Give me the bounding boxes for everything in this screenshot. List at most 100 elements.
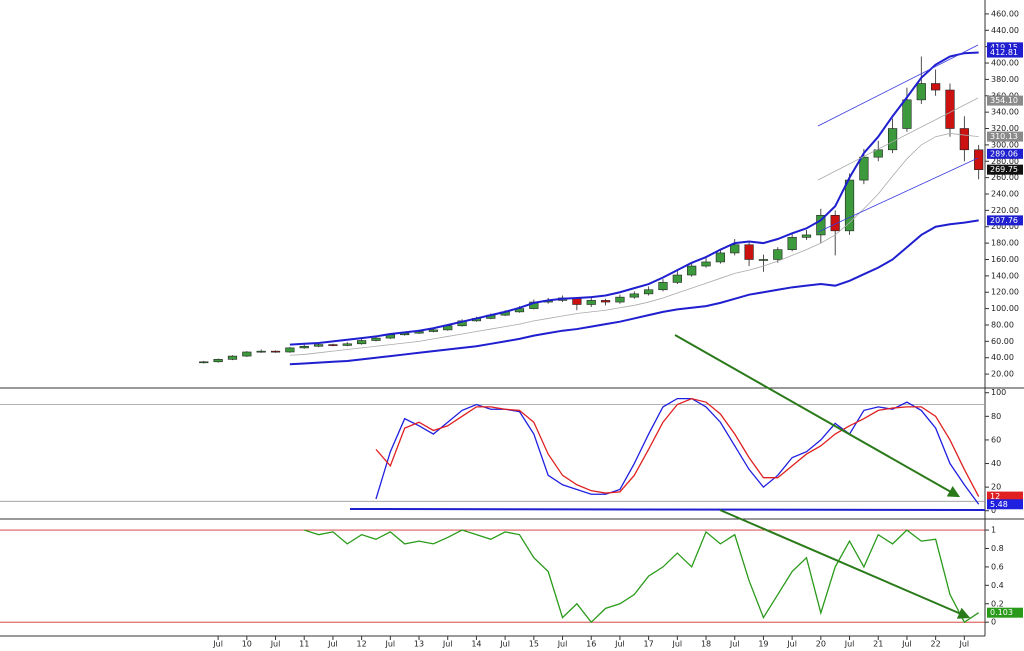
y-tick-label: 440.00 — [991, 26, 1019, 35]
y-tick-label: 160.00 — [991, 255, 1019, 264]
x-tick-label: Jul — [844, 640, 855, 649]
value-tag-label: 5.48 — [990, 500, 1008, 509]
x-tick-label: 10 — [242, 640, 252, 649]
x-tick-label: Jul — [959, 640, 970, 649]
x-tick-label: 16 — [586, 640, 596, 649]
candle-body — [945, 89, 955, 129]
candle-body — [715, 252, 725, 263]
candle-body — [658, 282, 668, 291]
x-tick-label: Jul — [442, 640, 453, 649]
candle-body — [730, 244, 740, 254]
x-tick-label: Jul — [557, 640, 568, 649]
y-tick-label: 380.00 — [991, 75, 1019, 84]
candle-body — [916, 83, 926, 101]
candle-body — [600, 300, 611, 303]
candle-body — [256, 350, 266, 353]
candle-body — [285, 347, 295, 353]
candle-body — [213, 359, 223, 363]
x-tick-label: Jul — [384, 640, 395, 649]
y-tick-label: 100 — [991, 388, 1006, 397]
candle-body — [873, 149, 883, 158]
x-tick-label: Jul — [672, 640, 683, 649]
candle-body — [744, 244, 754, 260]
candle-body — [773, 249, 783, 260]
candle-body — [299, 345, 309, 349]
y-tick-label: 280.00 — [991, 157, 1019, 166]
y-tick-label: 0 — [991, 618, 996, 627]
value-tag — [987, 148, 1023, 159]
value-tag-label: 310.13 — [990, 132, 1018, 141]
y-tick-label: 240.00 — [991, 190, 1019, 199]
value-tag — [987, 215, 1023, 226]
y-tick-label: 180.00 — [991, 239, 1019, 248]
candle-body — [428, 329, 438, 332]
candle-body — [931, 83, 941, 91]
value-tag-label: 207.76 — [990, 216, 1018, 225]
plot-area: 20.0040.0060.0080.00100.00120.00140.0016… — [0, 9, 1023, 649]
channel-lower — [817, 157, 979, 233]
candle-body — [859, 156, 869, 181]
value-tag-label: 269.75 — [990, 165, 1018, 174]
y-tick-label: 0.8 — [991, 544, 1004, 553]
y-tick-label: 100.00 — [991, 304, 1019, 313]
y-tick-label: 1 — [991, 526, 996, 535]
support-line — [349, 508, 986, 511]
candle-body — [887, 128, 898, 151]
candle-body — [801, 234, 812, 238]
candle-body — [270, 350, 281, 353]
y-tick-label: 400.00 — [991, 59, 1019, 68]
candle-body — [701, 261, 711, 267]
series-line — [304, 529, 980, 624]
candle-body — [758, 259, 769, 261]
value-tag — [987, 131, 1023, 142]
value-tag — [987, 491, 1023, 502]
candle-body — [227, 355, 238, 360]
candle-body — [313, 344, 324, 347]
value-tag-label: 419.15 — [990, 43, 1018, 52]
value-tag-label: 354.10 — [990, 96, 1018, 105]
candle-body — [816, 214, 826, 236]
x-tick-label: Jul — [212, 640, 223, 649]
y-tick-label: 140.00 — [991, 271, 1019, 280]
value-tag — [987, 42, 1023, 53]
divergence-arrow — [674, 334, 961, 498]
x-tick-label: 21 — [873, 640, 883, 649]
x-tick-label: 12 — [357, 640, 367, 649]
series-line — [289, 133, 979, 356]
value-tag — [987, 499, 1023, 510]
x-tick-label: 17 — [644, 640, 654, 649]
y-tick-label: 60.00 — [991, 337, 1014, 346]
x-tick-label: Jul — [270, 640, 281, 649]
x-tick-label: Jul — [614, 640, 625, 649]
candle-body — [242, 351, 252, 357]
y-tick-label: 20 — [991, 483, 1001, 492]
y-tick-label: 40 — [991, 459, 1001, 468]
x-tick-label: Jul — [786, 640, 797, 649]
x-tick-label: Jul — [729, 640, 740, 649]
candle-body — [902, 99, 912, 129]
x-tick-label: 18 — [701, 640, 711, 649]
candle-body — [830, 214, 840, 232]
value-tag — [987, 95, 1023, 106]
candle-body — [844, 179, 855, 232]
value-tag — [987, 607, 1023, 618]
value-tag — [987, 164, 1023, 175]
y-tick-label: 320.00 — [991, 124, 1019, 133]
series-line — [375, 397, 980, 497]
channel-upper — [817, 44, 979, 127]
y-tick-label: 120.00 — [991, 288, 1019, 297]
candle-body — [644, 289, 654, 295]
y-tick-label: 40.00 — [991, 353, 1014, 362]
x-tick-label: 13 — [414, 640, 424, 649]
y-tick-label: 200.00 — [991, 222, 1019, 231]
value-tag-label: 0.103 — [990, 608, 1013, 617]
candle-body — [687, 265, 697, 276]
y-tick-label: 460.00 — [991, 9, 1019, 18]
x-tick-label: Jul — [327, 640, 338, 649]
value-tag — [987, 47, 1023, 58]
y-tick-label: 260.00 — [991, 173, 1019, 182]
y-tick-label: 220.00 — [991, 206, 1019, 215]
y-tick-label: 340.00 — [991, 108, 1019, 117]
y-tick-label: 0 — [991, 506, 996, 515]
